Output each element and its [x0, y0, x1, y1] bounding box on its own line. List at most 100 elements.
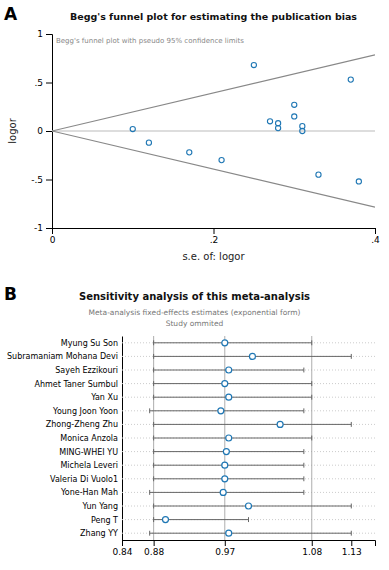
tick-label: 0: [50, 235, 56, 245]
ci-upper-cap: [311, 340, 312, 345]
axis-line: [53, 229, 376, 235]
tick-label: Ahmet Taner Sumbul: [34, 380, 118, 389]
subtitle: Meta-analysis fixed-effects estimates (e…: [89, 308, 301, 317]
tick-mark: [46, 131, 52, 132]
tick: 0.84: [112, 540, 132, 557]
grid-line: [122, 451, 375, 452]
plot-area: [122, 336, 375, 540]
ci-lower-cap: [153, 476, 154, 481]
point: [251, 62, 256, 67]
grid-line: [122, 397, 375, 398]
axis-line: [123, 541, 376, 547]
estimate: [277, 421, 283, 427]
confidence-interval: [154, 478, 304, 479]
tick-label: 1: [37, 29, 43, 39]
tick: Young Joon Yoon: [52, 407, 122, 416]
tick-label: .4: [371, 235, 380, 245]
tick: -.5: [31, 175, 52, 185]
ci-upper-cap: [303, 490, 304, 495]
x-axis: 0.840.880.971.081.13: [112, 540, 375, 557]
ci-upper-cap: [303, 408, 304, 413]
confidence-interval: [154, 342, 312, 343]
ci-upper-cap: [303, 449, 304, 454]
tick-label: Sayeh Ezzikouri: [55, 366, 118, 375]
estimate: [222, 381, 228, 387]
tick-label: 1.08: [302, 547, 322, 557]
tick: MING-WHEI YU: [59, 448, 122, 457]
estimate: [246, 503, 252, 509]
tick-label: Myung Su Son: [61, 339, 118, 348]
ci-lower-cap: [153, 381, 154, 386]
tick-label: Zhong-Zheng Zhu: [46, 420, 118, 429]
estimate: [222, 476, 228, 482]
estimate: [222, 462, 228, 468]
panel: 0.840.880.971.081.13Myung Su SonSubraman…: [7, 336, 375, 557]
grid-line: [122, 342, 375, 343]
figure: 0.2.4-1-.50.51s.e. of: logorlogorBegg's …: [0, 0, 389, 570]
point: [292, 114, 297, 119]
tick: Zhang YY: [80, 529, 122, 538]
ci-upper-cap: [303, 368, 304, 373]
grid-line: [122, 370, 375, 371]
tick: 0: [37, 126, 52, 136]
tick-mark: [154, 540, 155, 546]
confidence-interval: [154, 465, 304, 466]
tick: Sayeh Ezzikouri: [55, 366, 122, 375]
tick-label: 0: [37, 126, 43, 136]
ci-lower-cap: [153, 449, 154, 454]
reference-line: [153, 336, 154, 540]
tick-label: Yun Yang: [82, 502, 119, 511]
ci-lower-cap: [153, 436, 154, 441]
confidence-interval: [154, 506, 352, 507]
tick: Yan Xu: [90, 393, 122, 402]
tick: Subramaniam Mohana Devi: [7, 352, 122, 361]
ci-lower-cap: [149, 531, 150, 536]
point: [348, 77, 353, 82]
x-axis-title: s.e. of: logor: [182, 251, 245, 262]
ci-upper-cap: [311, 436, 312, 441]
confidence-limit: [52, 131, 375, 207]
reference-line: [311, 336, 312, 540]
estimate: [226, 435, 232, 441]
tick-label: -1: [34, 223, 43, 233]
tick-label: 0.84: [112, 547, 132, 557]
grid-line: [122, 533, 375, 534]
panel-label: A: [4, 4, 18, 24]
confidence-limit: [52, 55, 375, 131]
tick-label: .2: [210, 235, 219, 245]
point: [316, 172, 321, 177]
point: [356, 179, 361, 184]
point: [130, 126, 135, 131]
point: [267, 119, 272, 124]
tick: Monica Anzola: [60, 434, 122, 443]
tick-label: Subramaniam Mohana Devi: [7, 352, 118, 361]
tick-mark: [122, 540, 123, 546]
ci-lower-cap: [149, 408, 150, 413]
tick-mark: [46, 34, 52, 35]
tick-mark: [312, 540, 313, 546]
estimate: [222, 340, 228, 346]
grid-line: [122, 410, 375, 411]
confidence-interval: [150, 410, 304, 411]
y-axis: -1-.50.51: [31, 29, 52, 233]
point: [187, 150, 192, 155]
point: [300, 128, 305, 133]
tick-mark: [351, 540, 352, 546]
tick: Yun Yang: [82, 502, 123, 511]
grid-line: [122, 356, 375, 357]
ci-upper-cap: [303, 476, 304, 481]
confidence-interval: [154, 424, 352, 425]
confidence-interval: [150, 533, 352, 534]
tick: 1.13: [342, 540, 362, 557]
y-axis: Myung Su Son Subramaniam Mohana Devi Sayeh…: [7, 337, 122, 541]
grid-line: [122, 465, 375, 466]
tick-label: MING-WHEI YU: [59, 448, 118, 457]
tick: Michela Leveri: [60, 461, 122, 470]
ci-upper-cap: [303, 463, 304, 468]
ci-lower-cap: [153, 368, 154, 373]
ci-lower-cap: [153, 354, 154, 359]
y-axis-title: logor: [7, 117, 18, 143]
ci-lower-cap: [153, 517, 154, 522]
estimate: [249, 353, 255, 359]
grid-line: [122, 383, 375, 384]
